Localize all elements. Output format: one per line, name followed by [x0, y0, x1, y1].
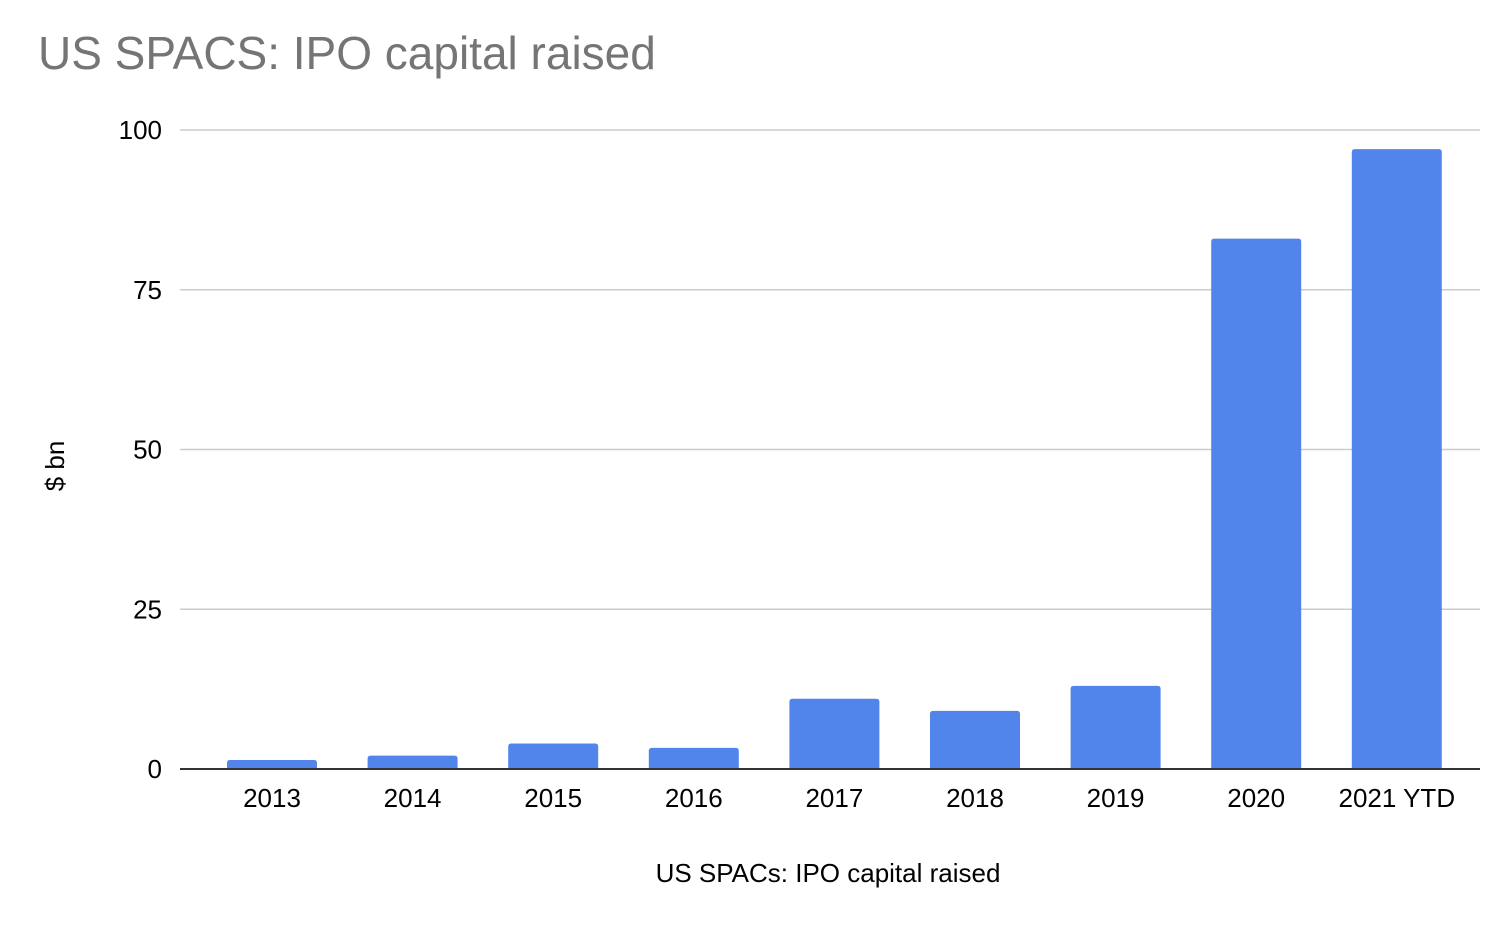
- x-tick-label: 2014: [384, 783, 442, 813]
- x-axis-title: US SPACs: IPO capital raised: [656, 858, 1001, 888]
- bar-2018: [930, 710, 1020, 769]
- x-tick-label: 2017: [805, 783, 863, 813]
- bar-2016: [648, 747, 739, 769]
- x-tick-labels: 2013 2014 2015 2016 2017 2018 2019 2020 2021 YTD: [243, 783, 1455, 813]
- bar-2013: [227, 760, 317, 769]
- x-tick-label: 2013: [243, 783, 301, 813]
- bar-2017: [789, 698, 880, 769]
- bar-2015: [508, 743, 599, 769]
- y-tick-label: 0: [148, 754, 162, 784]
- chart-title: US SPACS: IPO capital raised: [38, 27, 656, 79]
- y-tick-labels: 0 25 50 75 100: [119, 115, 162, 784]
- bar-2019: [1070, 685, 1161, 769]
- x-tick-label: 2015: [524, 783, 582, 813]
- x-tick-label: 2020: [1227, 783, 1285, 813]
- y-tick-label: 75: [133, 275, 162, 305]
- bar-2014: [367, 755, 458, 769]
- bar-2021-ytd: [1351, 149, 1442, 770]
- x-tick-label: 2016: [665, 783, 723, 813]
- y-tick-label: 25: [133, 594, 162, 624]
- bars: [227, 149, 1442, 770]
- y-tick-label: 100: [119, 115, 162, 145]
- x-tick-label: 2021 YTD: [1339, 783, 1456, 813]
- bar-2020: [1211, 238, 1302, 769]
- y-axis-title: $ bn: [40, 441, 70, 492]
- x-tick-label: 2019: [1087, 783, 1145, 813]
- x-tick-label: 2018: [946, 783, 1004, 813]
- y-tick-label: 50: [133, 435, 162, 465]
